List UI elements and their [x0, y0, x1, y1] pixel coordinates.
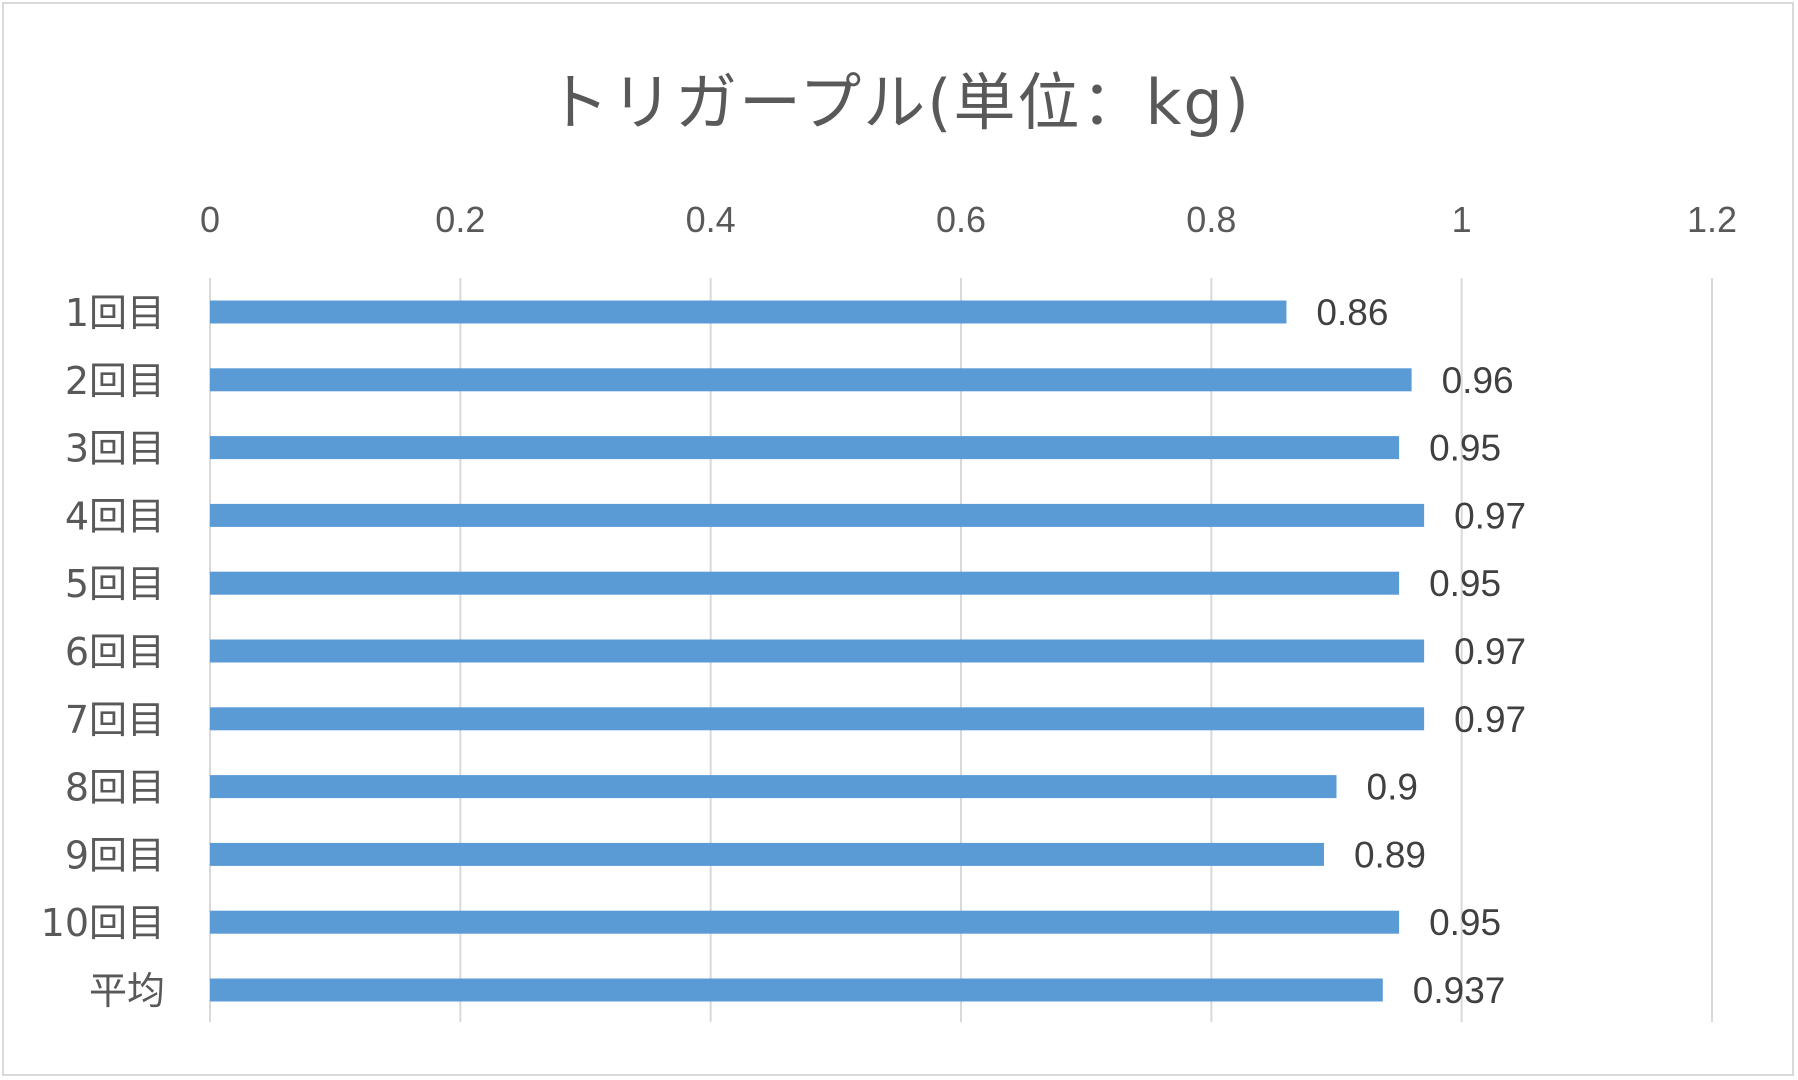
bar	[210, 910, 1400, 934]
x-tick-label: 0	[200, 199, 220, 240]
category-label: 10回目	[41, 901, 165, 945]
data-label: 0.97	[1454, 699, 1526, 740]
x-tick-label: 0.8	[1186, 199, 1236, 240]
x-tick-label: 1	[1452, 199, 1472, 240]
data-label: 0.95	[1429, 428, 1501, 469]
bars	[210, 300, 1425, 1002]
data-label: 0.937	[1413, 970, 1506, 1011]
data-label: 0.97	[1454, 495, 1526, 536]
category-label: 8回目	[65, 766, 165, 810]
category-label: 3回目	[65, 427, 165, 471]
bar	[210, 842, 1324, 866]
bar	[210, 436, 1400, 460]
x-tick-label: 1.2	[1687, 199, 1737, 240]
category-label: 7回目	[65, 698, 165, 742]
category-label: 1回目	[65, 291, 165, 335]
data-label: 0.95	[1429, 563, 1501, 604]
bar	[210, 775, 1337, 799]
data-label: 0.89	[1354, 834, 1426, 875]
bar	[210, 368, 1412, 392]
category-label: 2回目	[65, 359, 165, 403]
data-label: 0.9	[1367, 767, 1418, 808]
bar	[210, 300, 1287, 324]
category-label: 4回目	[65, 494, 165, 538]
data-label: 0.96	[1442, 360, 1514, 401]
category-label: 平均	[89, 969, 165, 1013]
x-axis-tick-labels: 0 0.2 0.4 0.6 0.8 1 1.2	[200, 199, 1737, 240]
category-label: 5回目	[65, 562, 165, 606]
data-label: 0.95	[1429, 902, 1501, 943]
bar	[210, 571, 1400, 595]
category-label: 6回目	[65, 630, 165, 674]
data-labels: 0.860.960.950.970.950.970.970.90.890.950…	[1316, 292, 1526, 1011]
bar	[210, 978, 1383, 1002]
bar	[210, 503, 1425, 527]
chart-title: トリガープル(単位：kg)	[547, 66, 1251, 139]
bar	[210, 639, 1425, 663]
x-tick-label: 0.6	[936, 199, 986, 240]
bar	[210, 707, 1425, 731]
data-label: 0.97	[1454, 631, 1526, 672]
x-tick-label: 0.2	[435, 199, 485, 240]
data-label: 0.86	[1316, 292, 1388, 333]
x-tick-label: 0.4	[686, 199, 736, 240]
category-label: 9回目	[65, 833, 165, 877]
